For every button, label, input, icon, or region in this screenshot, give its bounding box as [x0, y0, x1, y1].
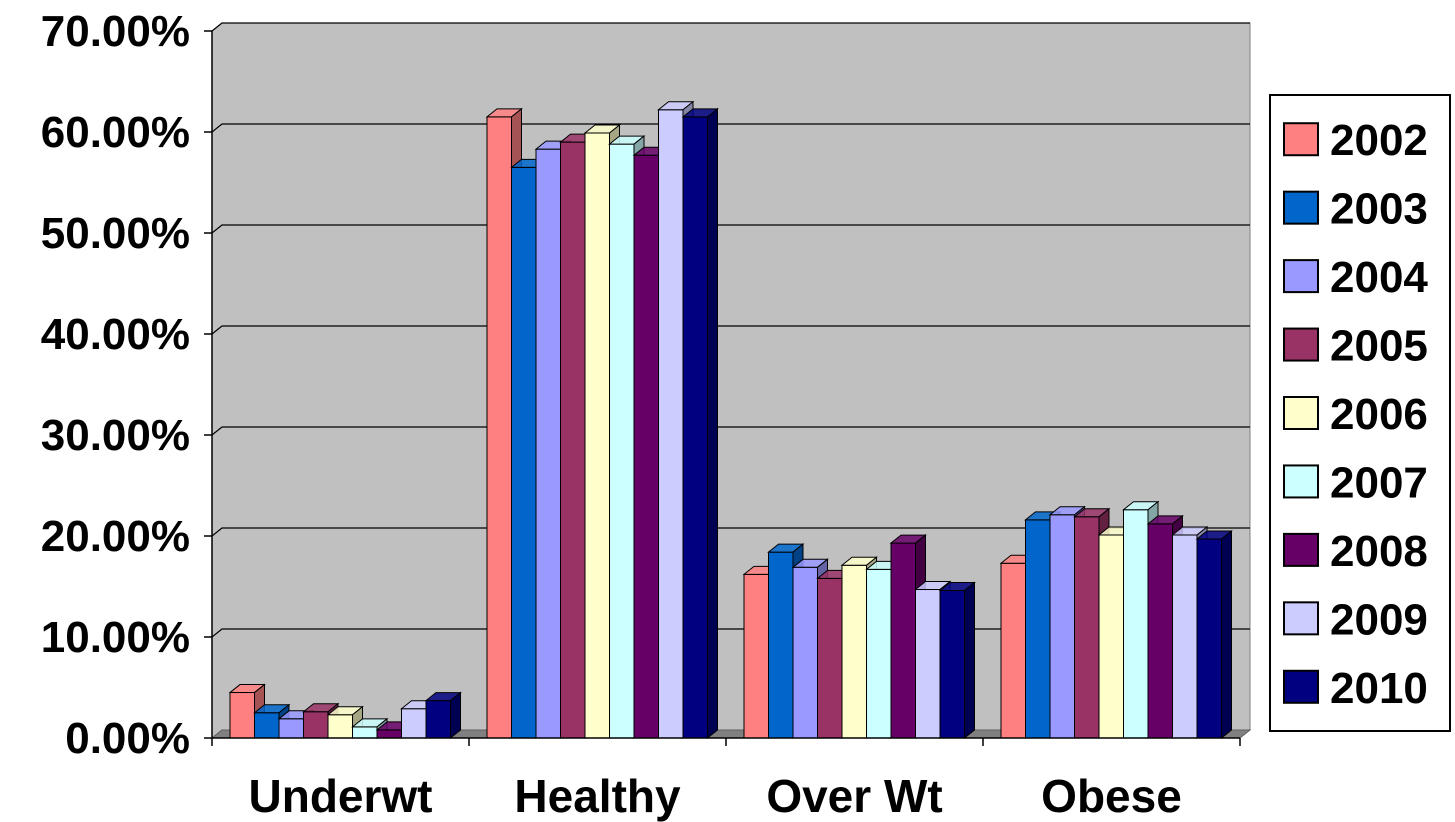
x-category-label: Obese — [1041, 770, 1182, 822]
bar-side-shade — [1221, 531, 1232, 738]
y-axis: 0.00% 10.00% 20.00% 30.00% 40.00% 50.00% 60.00… — [41, 7, 213, 763]
bar-front — [401, 708, 427, 739]
bar-side — [1221, 529, 1232, 740]
legend-swatch — [1283, 396, 1319, 430]
y-tick-label: 20.00% — [41, 512, 190, 561]
bar-side-shade — [450, 692, 461, 738]
legend-swatch — [1283, 190, 1319, 225]
bar-side — [964, 581, 975, 740]
x-category-label: Over Wt — [766, 770, 942, 822]
bar-front — [633, 154, 659, 739]
legend-swatch — [1283, 532, 1319, 567]
bar-front — [1123, 509, 1149, 739]
bar-front — [560, 141, 586, 739]
y-tick-label: 50.00% — [41, 209, 190, 258]
y-tick-label: 0.00% — [65, 714, 190, 763]
legend-label: 2002 — [1330, 116, 1428, 165]
y-tick-label: 10.00% — [41, 613, 190, 662]
bar-front — [866, 568, 892, 739]
bar-front — [254, 712, 280, 739]
bar-front — [1074, 516, 1100, 739]
legend-label: 2007 — [1330, 458, 1428, 507]
bar-front — [1172, 534, 1198, 739]
bar-front — [352, 726, 378, 739]
bar-side-shade — [964, 582, 975, 738]
gridline — [211, 224, 1250, 234]
bar-front — [1098, 534, 1124, 739]
y-tick-label: 60.00% — [41, 108, 190, 157]
bar-side-shade — [707, 108, 718, 739]
y-tick-label: 70.00% — [41, 7, 190, 56]
bar — [938, 581, 976, 740]
gridline — [211, 123, 1250, 133]
bar-front — [658, 109, 684, 739]
bar-front — [1049, 514, 1075, 739]
x-axis: Underwt Healthy Over Wt Obese — [211, 737, 1241, 822]
legend-swatch — [1283, 259, 1319, 294]
bar-front — [1147, 523, 1173, 739]
legend-label: 2003 — [1330, 185, 1428, 234]
bar-side — [707, 107, 718, 740]
gridline — [211, 527, 1250, 537]
legend-item: 2008 — [1283, 527, 1428, 576]
bar-front — [327, 714, 353, 739]
legend-item: 2009 — [1283, 595, 1428, 644]
gridline — [211, 325, 1250, 335]
bars — [228, 100, 1233, 740]
bar-front — [768, 551, 794, 739]
legend: 2002 2003 2004 2005 2006 2007 2008 2009 2010 — [1269, 94, 1451, 732]
legend-item: 2010 — [1283, 664, 1428, 713]
bar-side — [450, 691, 461, 740]
bar-front — [303, 711, 329, 739]
legend-item: 2004 — [1283, 253, 1428, 302]
legend-item: 2003 — [1283, 185, 1428, 234]
bar-front — [743, 573, 769, 739]
bar-front — [609, 143, 635, 739]
bar-front — [376, 729, 402, 739]
bar — [424, 691, 462, 740]
bar-front — [1025, 519, 1051, 739]
bar-front — [486, 116, 512, 739]
gridline — [211, 426, 1250, 436]
bar-front — [939, 590, 965, 739]
bar — [681, 107, 719, 740]
legend-swatch — [1283, 601, 1319, 636]
bar-front — [278, 718, 304, 739]
legend-swatch — [1283, 327, 1319, 362]
bar-front — [584, 132, 610, 739]
legend-label: 2009 — [1330, 595, 1428, 644]
x-category-label: Healthy — [514, 770, 681, 822]
legend-swatch — [1283, 122, 1319, 157]
bar-front — [535, 148, 561, 739]
gridline — [211, 22, 1250, 32]
bar-front — [511, 166, 537, 739]
bar-front — [1000, 562, 1026, 739]
bar-front — [792, 566, 818, 739]
plot-area — [210, 22, 1252, 740]
bar-front — [229, 692, 255, 739]
legend-label: 2010 — [1330, 664, 1428, 713]
y-tick-label: 40.00% — [41, 310, 190, 359]
y-tick-label: 30.00% — [41, 411, 190, 460]
legend-label: 2008 — [1330, 527, 1428, 576]
legend-item: 2006 — [1283, 390, 1428, 439]
legend-label: 2004 — [1330, 253, 1428, 302]
legend-swatch — [1283, 669, 1319, 704]
bar-front — [915, 589, 941, 739]
bar-front — [1196, 538, 1222, 739]
bar-front — [682, 116, 708, 739]
x-category-label: Underwt — [249, 770, 433, 822]
legend-item: 2002 — [1283, 116, 1428, 165]
legend-swatch — [1283, 464, 1319, 499]
bar-front — [841, 564, 867, 739]
legend-label: 2005 — [1330, 322, 1428, 371]
legend-item: 2007 — [1283, 458, 1428, 507]
legend-label: 2006 — [1330, 390, 1428, 439]
legend-item: 2005 — [1283, 322, 1428, 371]
bar-front — [890, 542, 916, 739]
bar-front — [425, 700, 451, 739]
bar-front — [817, 577, 843, 739]
bar — [1195, 529, 1233, 740]
